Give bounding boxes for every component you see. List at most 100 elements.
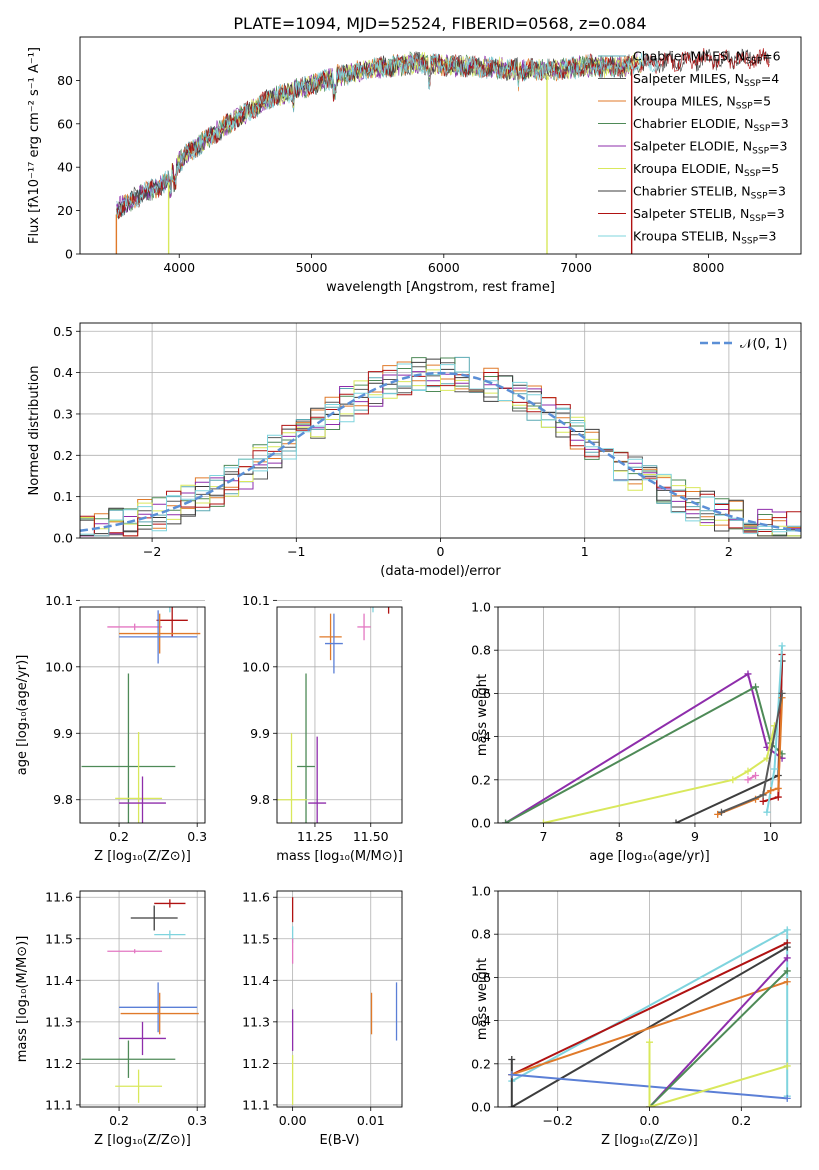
legend-subscript: SSP xyxy=(744,169,761,179)
x-tick-label: −0.2 xyxy=(543,1113,573,1128)
weight-marker-kroupa_stelib xyxy=(763,808,771,816)
weight-marker-kroupa_miles xyxy=(774,784,782,792)
y-tick-label: 11.4 xyxy=(242,973,270,988)
x-tick-label: 5000 xyxy=(296,260,328,275)
y-tick-label: 0.0 xyxy=(471,816,491,831)
weight-marker-kroupa_elodie xyxy=(783,1062,791,1070)
errorbar-chabrier_stelib xyxy=(137,576,171,603)
weight-marker-salpeter_stelib xyxy=(759,797,767,805)
weight-marker-kroupa_miles xyxy=(783,978,791,986)
y-tick-label: 0 xyxy=(65,247,73,262)
errorbar-kroupa_stelib xyxy=(372,607,374,613)
legend-label-chabrier_miles: Chabrier MILES, NSSP=6 xyxy=(633,49,781,67)
axes-frame xyxy=(79,322,802,539)
y-tick-label: 11.2 xyxy=(45,1056,73,1071)
x-tick-label: 0.01 xyxy=(357,1113,385,1128)
legend-count: =3 xyxy=(770,116,788,131)
x-axis-label: (data-model)/error xyxy=(380,564,501,579)
legend-subscript: SSP xyxy=(741,237,758,247)
y-tick-label: 0.8 xyxy=(471,643,491,658)
legend-count: =3 xyxy=(769,139,787,154)
errorbar-kroupa_miles xyxy=(120,992,199,1035)
y-tick-label: 0.4 xyxy=(471,1013,491,1028)
legend-count: =4 xyxy=(761,71,779,86)
weight-marker-pink xyxy=(744,776,752,784)
x-axis-label: Z [log₁₀(Z/Z⊙)] xyxy=(601,1133,698,1148)
weight-line-pink xyxy=(747,774,756,781)
weight-marker-salpeter_stelib xyxy=(774,793,782,801)
y-tick-label: 10.0 xyxy=(242,659,270,674)
x-tick-label: −2 xyxy=(143,544,161,559)
errorbar-kroupa_miles xyxy=(319,613,342,661)
y-axis-label: mass weight xyxy=(475,674,490,756)
x-tick-label: 0.2 xyxy=(731,1113,751,1128)
age_vs_mass-axes: 11.25 11.50 9.8 9.9 10.0 10.1 mass [log₁₀(M/M⊙… xyxy=(242,576,403,864)
weight-marker-salpeter_miles xyxy=(759,791,767,799)
weight-line-kroupa_miles xyxy=(511,980,788,1076)
age_vs_Z-axes: 0.2 0.3 9.8 9.9 10.0 10.1 Z [log₁₀(Z/Z⊙)] age [… xyxy=(15,576,207,864)
y-tick-label: 40 xyxy=(57,160,73,175)
x-tick-label: 0.3 xyxy=(187,829,207,844)
legend-label-chabrier_stelib: Chabrier STELIB, NSSP=3 xyxy=(633,184,786,202)
weight-marker-kroupa_miles xyxy=(767,787,775,795)
y-tick-label: 11.1 xyxy=(242,1097,270,1112)
axes-frame xyxy=(497,890,802,1108)
y-tick-label: 1.0 xyxy=(471,600,491,615)
x-axis-label: E(B-V) xyxy=(319,1133,359,1148)
y-tick-label: 0.0 xyxy=(53,531,73,546)
x-tick-label: 0.2 xyxy=(109,1113,129,1128)
histogram-kroupa_stelib xyxy=(80,363,801,537)
legend-label-kroupa_stelib: Kroupa STELIB, NSSP=3 xyxy=(633,229,777,247)
spectrum-line-kroupa_stelib xyxy=(116,52,659,219)
weight-marker-blue xyxy=(783,1094,791,1102)
y-tick-label: 10.0 xyxy=(45,659,73,674)
errorbar-kroupa_elodie xyxy=(277,733,308,823)
axes-frame xyxy=(497,606,802,824)
weight-marker-salpeter_miles xyxy=(778,689,786,697)
weight-marker-kroupa_stelib xyxy=(778,642,786,650)
y-tick-label: 0.6 xyxy=(471,686,491,701)
y-tick-label: 0.8 xyxy=(471,927,491,942)
y-tick-label: 11.2 xyxy=(242,1056,270,1071)
weight-marker-kroupa_stelib xyxy=(783,926,791,934)
weight-line-chabrier_elodie xyxy=(648,970,788,1107)
weight-marker-pink xyxy=(752,771,760,779)
weight-marker-kroupa_elodie xyxy=(744,767,752,775)
x-tick-label: 6000 xyxy=(428,260,460,275)
legend-count: =5 xyxy=(761,161,779,176)
legend-label-chabrier_elodie: Chabrier ELODIE, NSSP=3 xyxy=(633,116,789,134)
histogram-kroupa_elodie xyxy=(80,369,801,537)
legend-label-salpeter_miles: Salpeter MILES, NSSP=4 xyxy=(633,71,779,89)
y-tick-label: 0.2 xyxy=(471,772,491,787)
axes-frame xyxy=(79,890,206,1108)
legend-label-kroupa_miles: Kroupa MILES, NSSP=5 xyxy=(633,94,771,112)
errorbar-chabrier_stelib xyxy=(374,576,385,603)
y-tick-label: 11.6 xyxy=(45,890,73,905)
errorbar-salpeter_elodie xyxy=(119,776,166,823)
x-axis-label: Z [log₁₀(Z/Z⊙)] xyxy=(94,1133,191,1148)
errorbar-blue xyxy=(119,982,198,1033)
spectrum-line-chabrier_miles xyxy=(116,52,617,217)
x-tick-label: 0.0 xyxy=(640,1113,660,1128)
y-tick-label: 11.5 xyxy=(45,931,73,946)
y-tick-label: 0.4 xyxy=(471,729,491,744)
y-tick-label: 0.6 xyxy=(471,970,491,985)
weight-marker-kroupa_miles xyxy=(714,810,722,818)
weight-marker-chabrier_stelib xyxy=(672,819,680,823)
legend-count: =3 xyxy=(766,206,784,221)
legend-count: =3 xyxy=(768,184,786,199)
weight_vs_Z-axes: −0.2 0.0 0.2 0.0 0.2 0.4 0.6 0.8 1.0 Z [log₁₀(Z/Z… xyxy=(471,884,802,1148)
y-tick-label: 0.0 xyxy=(471,1100,491,1115)
weight-marker-blue xyxy=(508,1071,516,1079)
legend-subscript: SSP xyxy=(736,102,753,112)
weight-marker-kroupa_elodie xyxy=(646,1038,653,1046)
errorbar-pink xyxy=(357,613,371,641)
legend-subscript: SSP xyxy=(751,192,768,202)
y-axis-label: mass weight xyxy=(475,958,490,1040)
y-tick-label: 0.5 xyxy=(53,324,73,339)
axes-frame xyxy=(276,606,403,824)
y-tick-label: 0.1 xyxy=(53,489,73,504)
x-tick-label: 0.00 xyxy=(279,1113,307,1128)
errorbar-chabrier_elodie xyxy=(81,1040,176,1078)
y-axis-label: age [log₁₀(age/yr)] xyxy=(15,655,30,776)
